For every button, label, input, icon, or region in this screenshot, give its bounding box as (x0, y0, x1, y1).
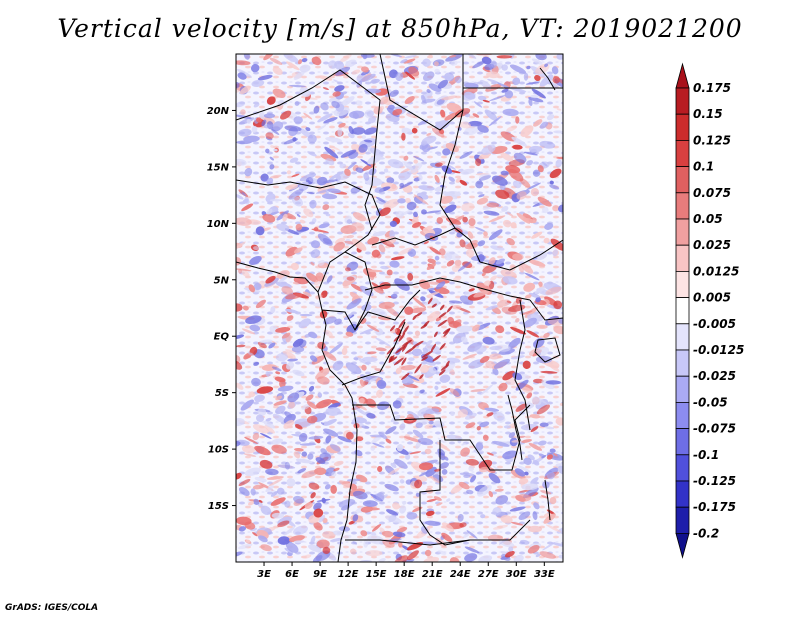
lon-tick-label: 30E (506, 569, 527, 580)
colorbar-segment (675, 428, 690, 456)
lat-tick-label: 5S (215, 388, 229, 399)
border-mali-niger (236, 69, 381, 121)
colorbar-segment (675, 297, 690, 325)
colorbar-label: 0.075 (693, 186, 731, 200)
colorbar-label: -0.005 (693, 317, 736, 331)
border-libya-chad (379, 54, 464, 131)
lon-tick-label: 21E (422, 569, 443, 580)
colorbar-label: -0.05 (693, 395, 728, 409)
colorbar-label: 0.125 (693, 133, 731, 147)
lake-victoria (534, 337, 561, 363)
border-cameroon (344, 251, 373, 331)
lake-tanganyika (507, 394, 523, 461)
colorbar-label: 0.025 (693, 238, 731, 252)
colorbar-segment (675, 113, 690, 141)
colorbar-label: -0.175 (693, 500, 736, 514)
colorbar-label: -0.125 (693, 474, 736, 488)
coastline (236, 261, 358, 562)
colorbar-label: 0.0125 (693, 264, 739, 278)
lon-tick-label: 6E (285, 569, 299, 580)
red-sea-coast (539, 67, 556, 91)
lon-tick-label: 12E (338, 569, 359, 580)
lat-tick-label: EQ (214, 332, 230, 343)
lon-tick-label: 27E (478, 569, 499, 580)
lat-tick-label: 5N (214, 275, 230, 286)
longitude-axis: 3E 6E 9E 12E 15E 18E 21E 24E 27E 30E 33E (257, 562, 555, 580)
border-drc-south (352, 404, 531, 471)
grads-credit: GrADS: IGES/COLA (5, 603, 99, 613)
border-niger-chad (364, 99, 381, 231)
colorbar-label: 0.175 (693, 81, 731, 95)
lat-tick-label: 20N (207, 106, 230, 117)
colorbar: 0.175 0.15 0.125 0.1 0.075 0.05 0.025 0.0125 0.0… (675, 62, 744, 559)
lon-tick-label: 24E (450, 569, 471, 580)
colorbar-segment (675, 270, 690, 298)
border-congo (321, 289, 421, 331)
colorbar-segment (675, 480, 690, 508)
colorbar-segment (675, 401, 690, 429)
lon-tick-label: 9E (313, 569, 327, 580)
colorbar-segment (675, 375, 690, 403)
border-chad-car (371, 227, 456, 246)
lon-tick-label: 3E (257, 569, 271, 580)
colorbar-segment (675, 323, 690, 351)
lon-tick-label: 18E (394, 569, 415, 580)
border-drc-west (341, 321, 406, 386)
colorbar-segment (675, 218, 690, 246)
colorbar-label: 0.05 (693, 212, 723, 226)
colorbar-top-arrow (675, 62, 690, 89)
colorbar-label: -0.2 (693, 526, 719, 540)
latitude-axis: 20N 15N 10N 5N EQ 5S 10S 15S (207, 106, 236, 512)
border-kenya-uganda (529, 299, 563, 321)
colorbar-segment (675, 454, 690, 482)
lat-tick-label: 15S (208, 501, 229, 512)
colorbar-segment (675, 87, 690, 115)
map-frame (235, 53, 564, 563)
plot-title: Vertical velocity [m/s] at 850hPa, VT: 2… (57, 14, 743, 43)
wind-field (236, 54, 563, 562)
lon-tick-label: 33E (534, 569, 555, 580)
lake-malawi (544, 479, 551, 521)
colorbar-segment (675, 192, 690, 220)
border-car-south (364, 277, 531, 301)
border-sudan-chad (439, 109, 481, 263)
lon-tick-label: 15E (366, 569, 387, 580)
country-borders (236, 54, 563, 562)
lat-tick-label: 10N (207, 219, 230, 230)
colorbar-segment (675, 244, 690, 272)
border-nigeria (236, 179, 381, 293)
colorbar-label: -0.0125 (693, 343, 744, 357)
colorbar-segment (675, 139, 690, 167)
colorbar-label: -0.025 (693, 369, 736, 383)
colorbar-segment (675, 166, 690, 194)
colorbar-bottom-arrow (675, 533, 690, 559)
lat-tick-label: 10S (208, 445, 229, 456)
border-namibia (345, 519, 531, 546)
colorbar-label: -0.075 (693, 422, 736, 436)
colorbar-label: 0.1 (693, 160, 714, 174)
colorbar-label: -0.1 (693, 448, 719, 462)
border-ethiopia (479, 239, 563, 271)
colorbar-label: 0.005 (693, 291, 731, 305)
colorbar-segment (675, 506, 690, 534)
colorbar-segment (675, 349, 690, 377)
colorbar-label: 0.15 (693, 107, 723, 121)
border-angola-zambia (419, 440, 471, 546)
border-east-africa (514, 299, 531, 431)
lat-tick-label: 15N (207, 162, 230, 173)
